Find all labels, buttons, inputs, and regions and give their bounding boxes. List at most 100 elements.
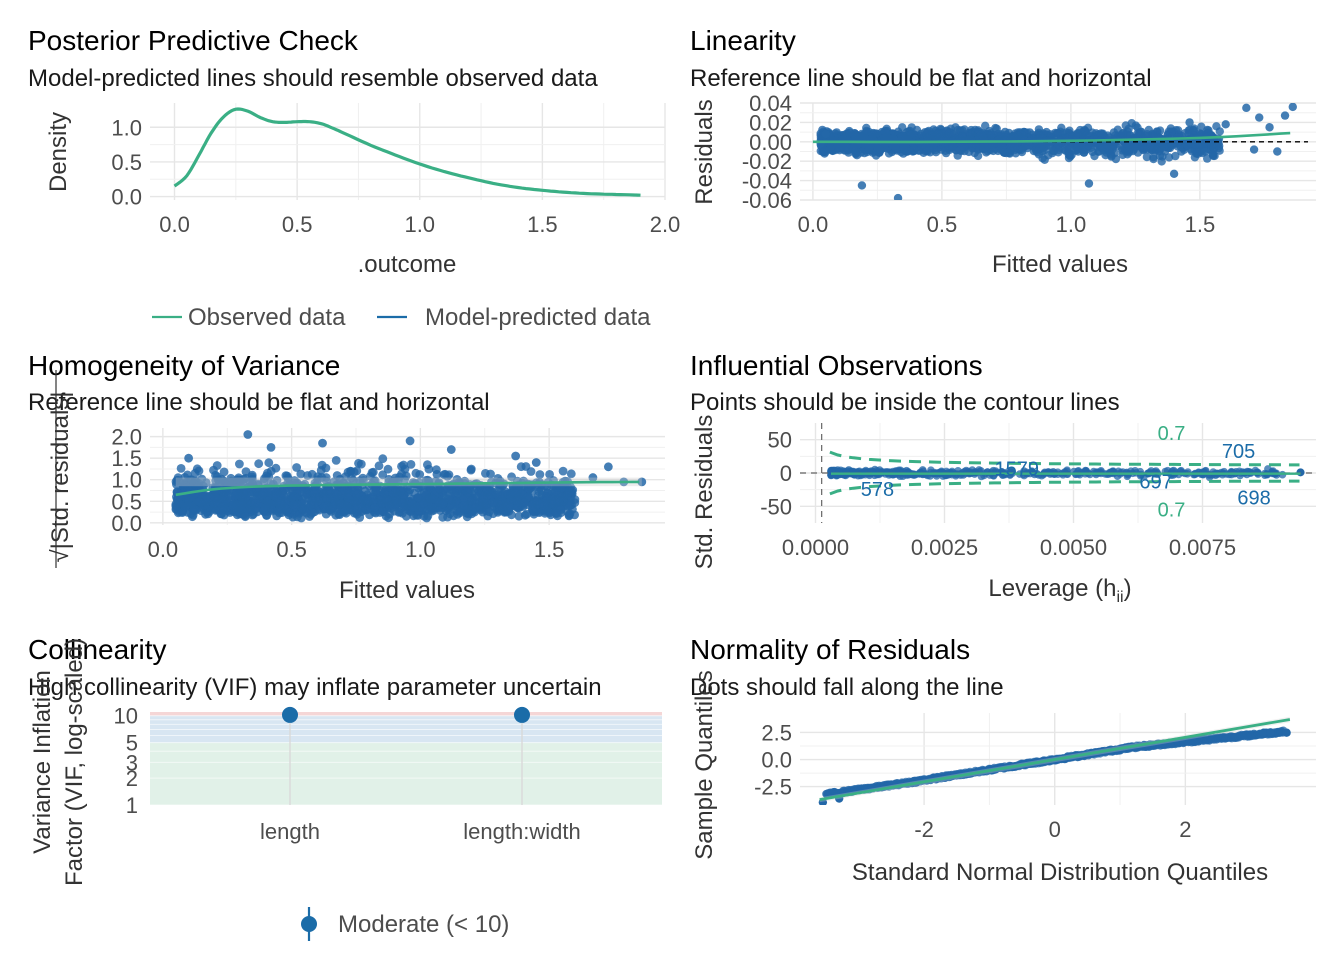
homogeneity-x-tick: 1.5: [534, 537, 565, 562]
linearity-y-tick: 0.02: [749, 110, 792, 135]
homogeneity-point: [339, 507, 349, 517]
homogeneity-point: [570, 495, 580, 504]
homogeneity-point: [414, 493, 423, 503]
homogeneity-point: [531, 458, 541, 467]
linearity-point: [1065, 150, 1074, 159]
normality-lines: [819, 716, 1291, 803]
homogeneity-point: [174, 476, 183, 485]
homogeneity-point: [452, 496, 461, 506]
homogeneity-point: [318, 438, 327, 448]
homogeneity-y-tick: 1.0: [111, 468, 142, 493]
ppc-curves: [173, 107, 641, 197]
linearity-point: [1155, 151, 1165, 160]
influential-point: [1272, 471, 1281, 479]
homogeneity-point: [235, 459, 244, 469]
homogeneity-point: [317, 473, 326, 482]
homogeneity-point: [422, 513, 432, 523]
linearity-point: [1207, 140, 1216, 149]
influential-x-tick: 0.0075: [1169, 535, 1236, 560]
linearity-x-tick: 1.0: [1056, 212, 1087, 237]
homogeneity-point: [495, 504, 504, 514]
homogeneity-point: [512, 496, 521, 505]
homogeneity-point: [565, 487, 575, 497]
linearity-point: [949, 130, 959, 139]
homogeneity-point: [266, 443, 276, 452]
ppc-title: Posterior Predictive Check: [28, 25, 359, 56]
homogeneity-point: [432, 469, 442, 479]
linearity-point: [1118, 129, 1127, 138]
linearity-point: [1149, 154, 1158, 164]
homogeneity-point: [296, 469, 306, 479]
homogeneity-point: [216, 509, 226, 519]
homogeneity-point: [362, 495, 372, 505]
homogeneity-subtitle: Reference line should be flat and horizo…: [28, 389, 490, 416]
homogeneity-point: [201, 509, 210, 519]
homogeneity-title: Homogeneity of Variance: [28, 350, 340, 381]
influential-point-label: 705: [1222, 441, 1255, 463]
linearity-point: [1242, 103, 1251, 113]
ppc-legend-label: Model-predicted data: [425, 304, 651, 331]
homogeneity-point: [374, 461, 384, 471]
linearity-point: [849, 145, 858, 154]
homogeneity-point: [535, 499, 545, 509]
influential-y-tick: -50: [760, 494, 792, 519]
homogeneity-point: [188, 512, 197, 522]
influential-contour-label: 0.7: [1158, 500, 1186, 522]
homogeneity-y-tick: 0.5: [111, 489, 142, 514]
homogeneity-point: [354, 458, 363, 468]
linearity-x-tick: 0.5: [927, 212, 958, 237]
linearity-xlabel: Fitted values: [992, 251, 1128, 278]
homogeneity-y-tick: 1.5: [111, 446, 142, 471]
homogeneity-point: [319, 502, 329, 511]
linearity-point: [1195, 140, 1204, 149]
linearity-point: [820, 146, 829, 156]
ppc-x-tick: 0.5: [282, 212, 313, 237]
homogeneity-point: [495, 483, 505, 493]
homogeneity-point: [247, 470, 257, 480]
collinearity-legend-label: Moderate (< 10): [338, 911, 509, 938]
homogeneity-point: [383, 464, 393, 474]
homogeneity-point: [391, 496, 401, 505]
collinearity-y-tick: 3: [126, 750, 138, 775]
homogeneity-point: [378, 470, 388, 480]
homogeneity-point: [344, 487, 354, 497]
homogeneity-point: [406, 460, 416, 469]
linearity-y-tick: -0.04: [742, 169, 792, 194]
ppc-legend-label: Observed data: [188, 304, 346, 331]
linearity-x-tick: 0.0: [798, 212, 829, 237]
homogeneity-point: [545, 508, 555, 518]
homogeneity-point: [236, 492, 245, 501]
linearity-y-tick: -0.06: [742, 188, 792, 213]
homogeneity-x-tick: 0.5: [276, 537, 307, 562]
homogeneity-point: [414, 505, 424, 515]
homogeneity-point: [493, 497, 502, 507]
linearity-point: [1052, 129, 1062, 138]
homogeneity-point: [302, 489, 311, 499]
homogeneity-point: [556, 505, 566, 515]
homogeneity-point: [511, 451, 521, 461]
linearity-point: [966, 130, 975, 139]
linearity-point: [979, 142, 988, 152]
homogeneity-point: [184, 453, 194, 463]
linearity-point: [1249, 145, 1259, 154]
homogeneity-point: [355, 513, 365, 522]
normality-subtitle: Dots should fall along the line: [690, 674, 1004, 701]
homogeneity-point: [445, 491, 455, 501]
influential-x-tick: 0.0050: [1040, 535, 1107, 560]
homogeneity-point: [195, 497, 205, 507]
collinearity-legend-key-dot: [301, 916, 317, 932]
homogeneity-point: [245, 478, 255, 488]
linearity-point: [976, 130, 986, 139]
homogeneity-point: [177, 508, 187, 517]
homogeneity-point: [331, 456, 341, 465]
linearity-point: [924, 126, 933, 136]
linearity-point: [1171, 151, 1180, 161]
homogeneity-point: [292, 463, 301, 472]
collinearity-y-tick: 5: [126, 731, 138, 756]
linearity-point: [1002, 148, 1011, 158]
homogeneity-point: [243, 430, 253, 439]
homogeneity-point: [399, 460, 408, 470]
influential-y-tick: 0: [780, 461, 792, 486]
homogeneity-y-tick: 0.0: [111, 511, 142, 536]
